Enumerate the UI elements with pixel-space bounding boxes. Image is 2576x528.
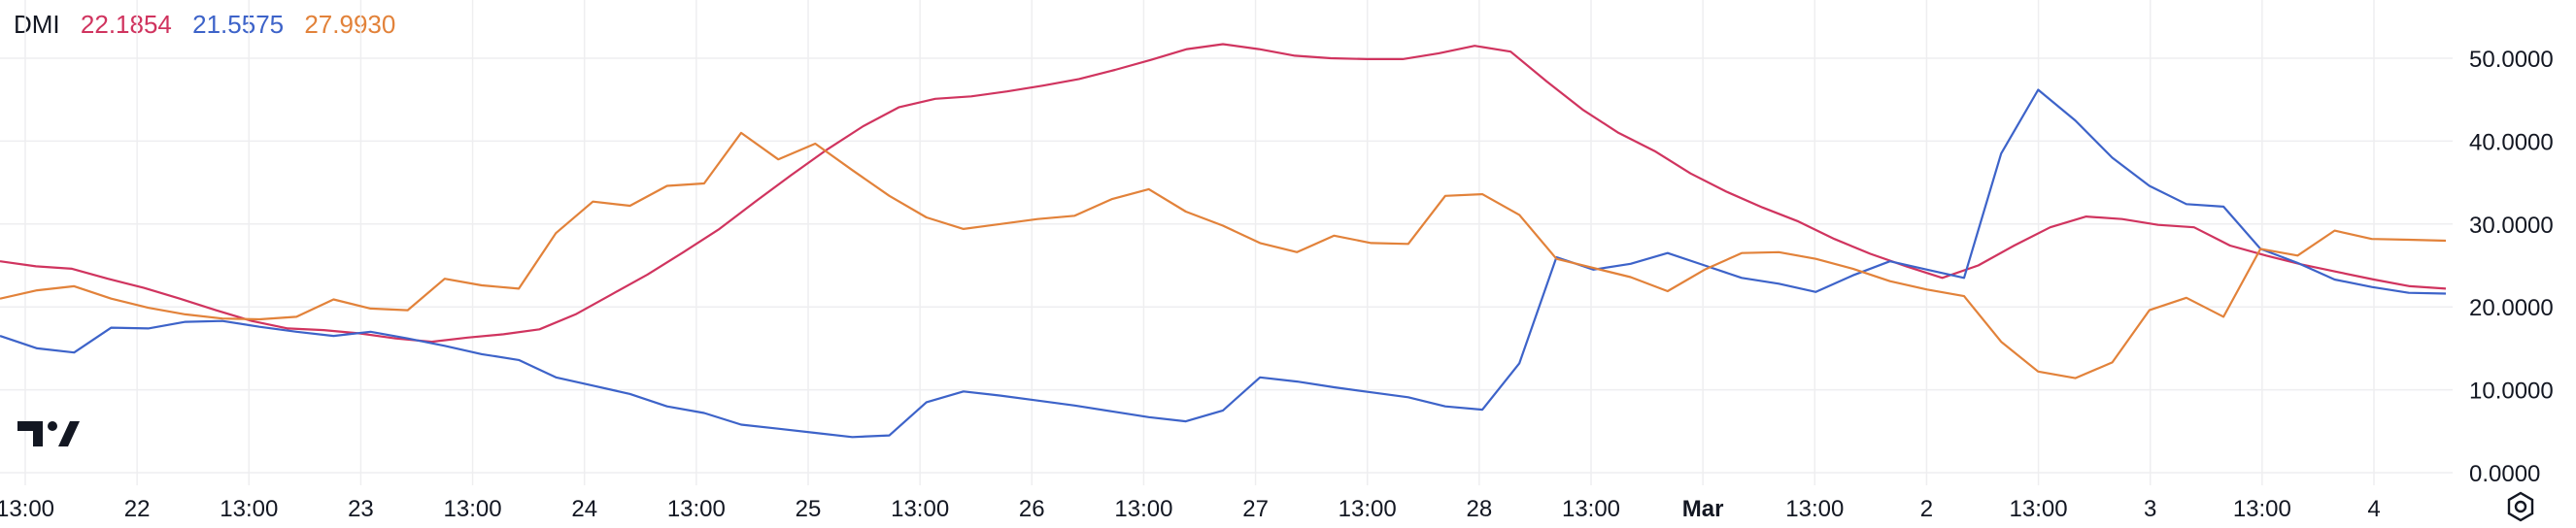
plus-di-value: 21.5575 (192, 10, 285, 39)
chart-legend: DMI 22.1854 21.5575 27.9930 (14, 10, 409, 40)
x-tick-label: 13:00 (220, 496, 278, 522)
y-tick-label: 40.0000 (2469, 129, 2554, 155)
x-tick-label: Mar (1682, 496, 1724, 522)
x-tick-label: 13:00 (1785, 496, 1844, 522)
x-tick-label: 13:00 (444, 496, 502, 522)
x-tick-label: 3 (2144, 496, 2156, 522)
y-tick-label: 30.0000 (2469, 213, 2554, 239)
x-tick-label: 28 (1467, 496, 1493, 522)
x-tick-label: 27 (1242, 496, 1269, 522)
series-line--di (0, 131, 2447, 380)
adx-value: 22.1854 (80, 10, 172, 39)
x-tick-label: 13:00 (667, 496, 726, 522)
x-tick-label: 13:00 (0, 496, 54, 522)
tradingview-logo-icon[interactable] (16, 417, 82, 455)
x-tick-label: 13:00 (891, 496, 949, 522)
x-tick-label: 13:00 (1339, 496, 1397, 522)
x-tick-label: 22 (124, 496, 151, 522)
series-line-adx (0, 43, 2447, 344)
x-tick-label: 4 (2367, 496, 2380, 522)
y-tick-label: 20.0000 (2469, 295, 2554, 321)
series-line--di (0, 88, 2447, 439)
x-tick-label: 13:00 (1562, 496, 1620, 522)
x-axis[interactable]: 13:00 22 13:00 23 13:00 24 13:00 25 13:00 26 13:00… (0, 496, 2381, 522)
y-tick-label: 10.0000 (2469, 379, 2554, 405)
minus-di-value: 27.9930 (304, 10, 396, 39)
y-tick-label: 0.0000 (2469, 461, 2540, 487)
chart-grid (0, 0, 2453, 485)
y-axis: 0.0000 10.0000 20.0000 30.0000 40.0000 50.000… (2469, 47, 2554, 487)
x-tick-label: 13:00 (2010, 496, 2068, 522)
indicator-name: DMI (14, 10, 60, 39)
x-tick-label: 13:00 (1114, 496, 1172, 522)
x-tick-label: 25 (796, 496, 822, 522)
x-tick-label: 24 (571, 496, 597, 522)
x-tick-label: 26 (1019, 496, 1045, 522)
x-tick-label: 23 (348, 496, 374, 522)
x-tick-label: 2 (1920, 496, 1933, 522)
chart-series (0, 43, 2447, 439)
y-tick-label: 50.0000 (2469, 47, 2554, 73)
settings-gear-icon[interactable] (2504, 490, 2537, 528)
x-tick-label: 13:00 (2233, 496, 2291, 522)
